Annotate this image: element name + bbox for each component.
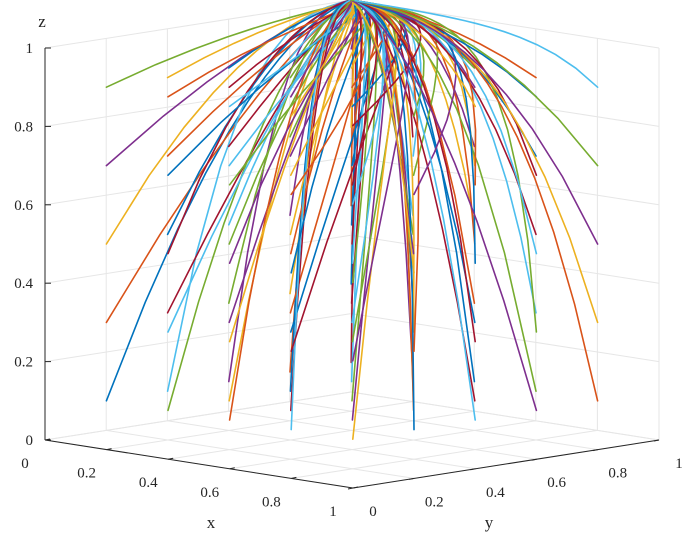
trajectory-line	[166, 0, 355, 157]
trajectory-lines	[105, 0, 599, 441]
grid-line-back-z	[350, 156, 660, 206]
y-tick-mark	[470, 468, 476, 471]
x-tick-mark	[106, 448, 112, 451]
grid-line-floor-x	[229, 420, 536, 470]
x-tick-mark	[352, 486, 359, 489]
y-tick-label: 0.4	[486, 485, 505, 501]
x-tick-label: 0.2	[77, 466, 96, 482]
y-tick-label: 1	[675, 456, 683, 472]
z-tick-label: 0.4	[14, 276, 33, 292]
x-axis-label: x	[207, 513, 216, 532]
x-tick-label: 1	[329, 504, 337, 520]
y-axis-line	[352, 439, 660, 489]
x-tick-mark	[168, 457, 174, 460]
y-tick-mark	[653, 439, 660, 442]
z-tick-label: 0.6	[14, 198, 33, 214]
x-tick-label: 0.4	[139, 475, 158, 491]
y-tick-label: 0	[369, 504, 377, 520]
z-tick-label: 0	[26, 433, 34, 449]
grid-line-floor-y	[228, 410, 537, 460]
grid-line-floor-x	[291, 429, 598, 479]
x-tick-label: 0	[21, 456, 29, 472]
x-tick-mark	[291, 476, 297, 479]
y-tick-label: 0.2	[425, 494, 444, 510]
y-axis-label: y	[485, 513, 494, 532]
z-tick-label: 0.8	[14, 119, 33, 135]
y-tick-label: 0.6	[547, 475, 566, 491]
grid-line-floor-x	[106, 401, 413, 451]
grid-line-floor-y	[106, 429, 415, 479]
grid-line-floor-y	[167, 420, 476, 470]
x-axis-line	[44, 439, 354, 489]
trajectory-line	[289, 0, 352, 412]
axes	[44, 47, 660, 490]
z-axis-label: z	[38, 12, 46, 31]
grid-line-side-z	[44, 391, 352, 441]
grid-line-floor-y	[289, 401, 598, 451]
grid-line-back-z	[350, 234, 660, 284]
y-tick-label: 0.8	[608, 466, 627, 482]
y-tick-mark	[531, 458, 537, 461]
y-tick-mark	[409, 477, 415, 480]
x-tick-label: 0.6	[200, 485, 219, 501]
tick-labels: 0 0.2 0.4 0.6 0.8 1 0 0.2 0.4 0.6 0.8 1 0 0.2 0.4 0.6 0.…	[14, 41, 683, 520]
y-tick-mark	[592, 449, 598, 452]
grid-line-floor-x	[168, 410, 475, 460]
grid-line-back-z	[350, 313, 660, 363]
grid-line-back-z	[350, 391, 660, 441]
trajectory-line	[354, 0, 599, 88]
grid-line-side-z	[44, 0, 352, 49]
grid-line-side-z	[44, 313, 352, 363]
grid-line-side-z	[44, 234, 352, 284]
x-tick-label: 0.8	[262, 494, 281, 510]
z-tick-label: 0.2	[14, 355, 33, 371]
y-tick-mark	[347, 487, 354, 490]
z-tick-label: 1	[26, 41, 34, 57]
x-tick-mark	[229, 467, 235, 470]
